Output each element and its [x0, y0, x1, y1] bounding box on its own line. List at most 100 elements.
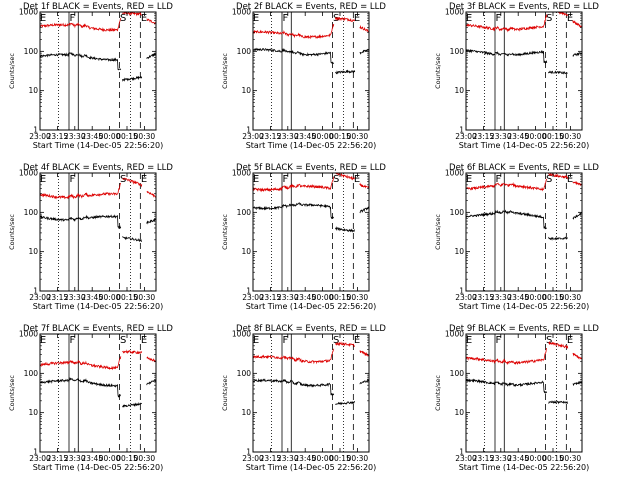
x-tick-label: 23:00 — [29, 132, 51, 141]
x-tick-label: 00:15 — [542, 293, 564, 302]
events-line — [548, 70, 568, 75]
events-line — [253, 378, 335, 396]
y-tick-label: 10 — [241, 408, 251, 417]
lld-line — [572, 20, 582, 28]
lld-series — [466, 12, 582, 33]
x-tick-label: 00:15 — [542, 454, 564, 463]
x-tick-label: 23:15 — [47, 132, 69, 141]
lld-line — [549, 12, 569, 17]
panel-title: Det 3f BLACK = Events, RED = LLD — [449, 2, 599, 12]
x-tick-label: 23:30 — [277, 293, 299, 302]
y-tick-label: 1 — [33, 287, 38, 296]
events-line — [122, 236, 143, 243]
marker-label: S — [120, 335, 126, 346]
marker-label: E — [253, 174, 259, 185]
lld-line — [40, 182, 122, 200]
lld-line — [40, 17, 122, 33]
lld-line — [253, 348, 335, 365]
events-series — [253, 47, 369, 75]
marker-label: S — [333, 335, 339, 346]
x-tick-label: 23:15 — [47, 454, 69, 463]
marker-label: F — [70, 13, 76, 24]
marker-label: F — [70, 335, 76, 346]
y-tick-label: 100 — [450, 208, 465, 217]
x-tick-label: 00:15 — [329, 293, 351, 302]
lld-line — [122, 349, 143, 355]
events-series — [40, 52, 156, 82]
events-series — [466, 209, 582, 241]
x-tick-label: 00:30 — [134, 132, 156, 141]
lld-series — [466, 173, 582, 192]
marker-label: E — [141, 174, 147, 185]
x-tick-label: 00:30 — [560, 454, 582, 463]
y-tick-label: 100 — [237, 369, 252, 378]
y-tick-label: 1000 — [445, 330, 464, 339]
events-line — [466, 378, 548, 395]
y-tick-label: 1000 — [445, 169, 464, 178]
y-tick-label: 1000 — [19, 169, 38, 178]
lld-line — [466, 178, 548, 192]
y-tick-label: 1 — [246, 287, 251, 296]
y-tick-label: 1 — [33, 448, 38, 457]
x-tick-label: 23:15 — [473, 132, 495, 141]
x-tick-label: 00:30 — [560, 293, 582, 302]
y-tick-label: 1000 — [232, 169, 251, 178]
marker-label: E — [354, 174, 360, 185]
y-tick-label: 100 — [24, 208, 39, 217]
lld-series — [40, 12, 156, 33]
y-axis-label: Counts/sec — [434, 214, 442, 250]
lld-line — [572, 180, 582, 187]
events-line — [122, 75, 143, 82]
plot-frame — [465, 11, 583, 131]
x-axis-label: Start Time (14-Dec-05 22:56:20) — [246, 141, 377, 150]
y-tick-label: 1 — [246, 448, 251, 457]
x-axis-label: Start Time (14-Dec-05 22:56:20) — [459, 141, 590, 150]
x-tick-label: 23:45 — [294, 132, 316, 141]
x-tick-label: 00:15 — [116, 293, 138, 302]
y-tick-label: 10 — [454, 247, 464, 256]
lld-series — [40, 349, 156, 371]
events-line — [548, 236, 568, 241]
y-tick-label: 1 — [246, 126, 251, 135]
y-tick-label: 10 — [241, 86, 251, 95]
x-tick-label: 23:15 — [260, 293, 282, 302]
events-series — [253, 378, 369, 406]
marker-label: E — [354, 13, 360, 24]
events-line — [40, 214, 122, 229]
lld-series — [40, 177, 156, 200]
marker-label: S — [120, 13, 126, 24]
lld-line — [548, 341, 569, 350]
y-tick-label: 10 — [28, 408, 38, 417]
lld-series — [253, 16, 369, 40]
y-tick-label: 1 — [459, 448, 464, 457]
x-axis-label: Start Time (14-Dec-05 22:56:20) — [33, 302, 164, 311]
lld-line — [146, 356, 156, 363]
panel-title: Det 5f BLACK = Events, RED = LLD — [236, 163, 386, 173]
x-tick-label: 00:30 — [347, 454, 369, 463]
x-tick-label: 23:00 — [455, 293, 477, 302]
y-tick-label: 100 — [450, 369, 465, 378]
lld-line — [335, 341, 356, 348]
marker-label: E — [466, 174, 472, 185]
x-tick-label: 23:15 — [473, 454, 495, 463]
events-line — [146, 218, 156, 225]
marker-label: E — [253, 335, 259, 346]
events-line — [146, 52, 156, 60]
panel-title: Det 4f BLACK = Events, RED = LLD — [23, 163, 173, 173]
plot-frame — [465, 333, 583, 453]
events-line — [359, 378, 369, 385]
y-axis-label: Counts/sec — [8, 53, 16, 89]
lld-line — [122, 177, 143, 188]
marker-label: E — [466, 335, 472, 346]
marker-label: E — [466, 13, 472, 24]
lld-line — [548, 173, 569, 180]
plot-frame — [39, 333, 157, 453]
lld-line — [466, 14, 548, 33]
y-tick-label: 1 — [459, 287, 464, 296]
x-tick-label: 23:00 — [242, 293, 264, 302]
